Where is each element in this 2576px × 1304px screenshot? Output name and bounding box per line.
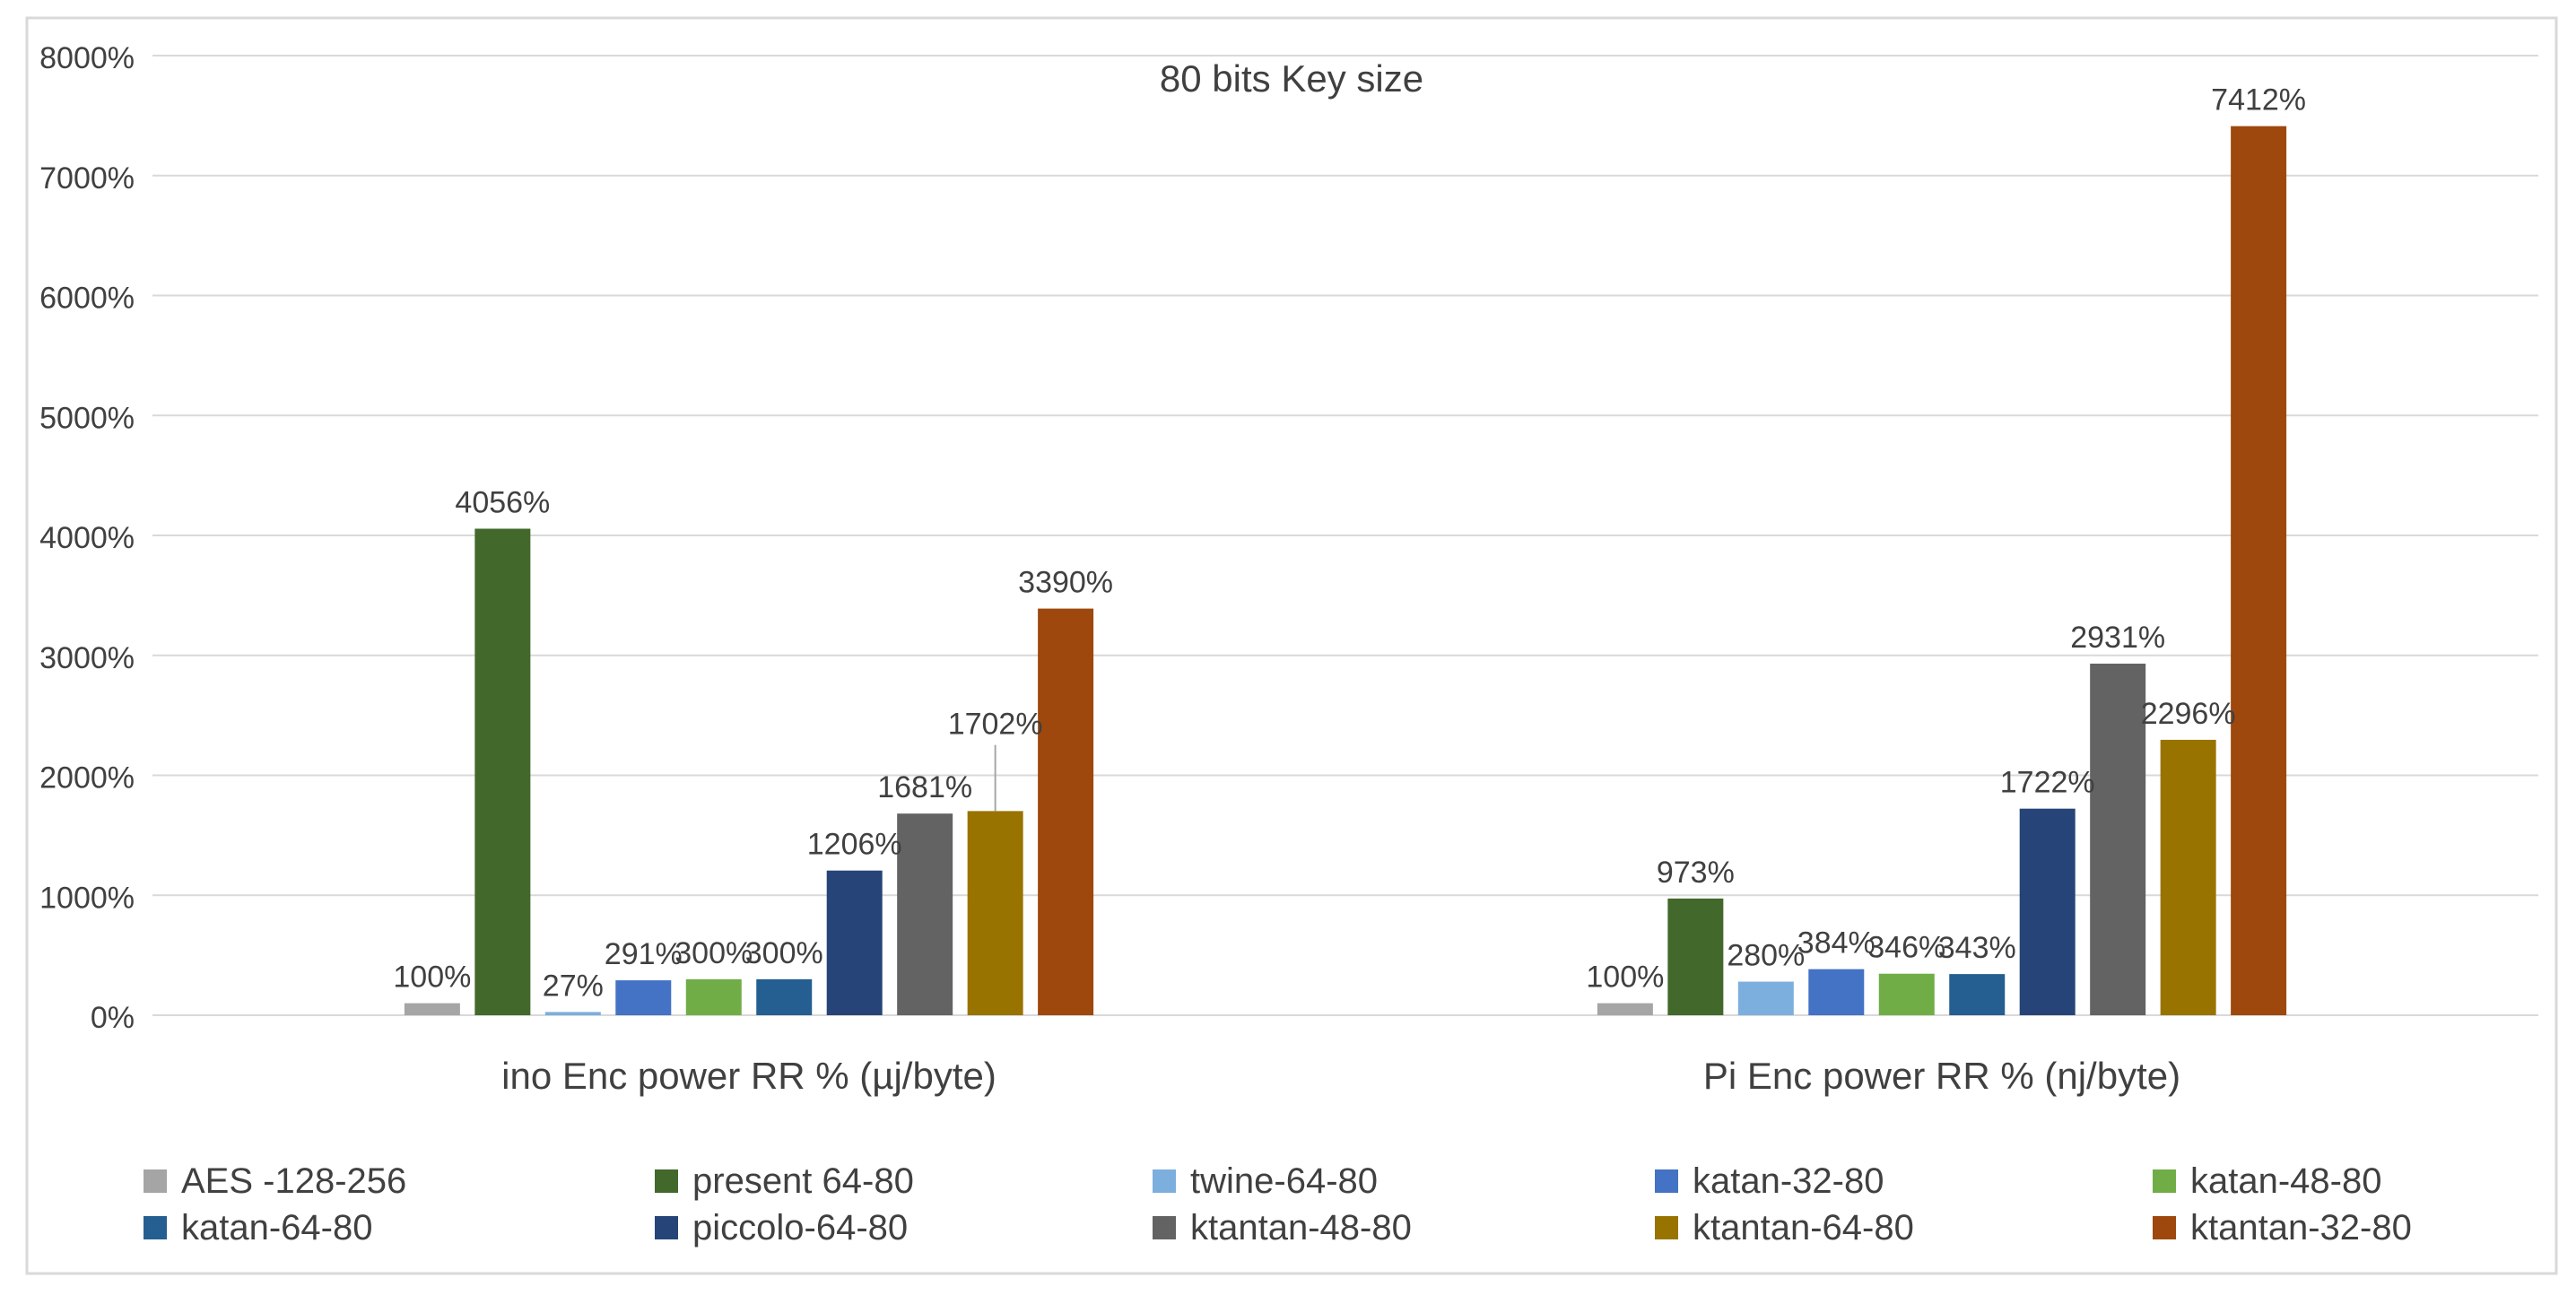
legend-swatch	[2153, 1216, 2176, 1239]
bar	[1878, 973, 1935, 1015]
bar	[756, 978, 813, 1015]
data-label: 1702%	[948, 708, 1043, 742]
legend-item: katan-64-80	[144, 1208, 372, 1247]
data-label: 100%	[393, 961, 471, 995]
bar	[1667, 898, 1724, 1015]
bar	[685, 978, 742, 1015]
y-tick-label: 8000%	[39, 41, 135, 75]
bar	[1808, 969, 1865, 1015]
legend: AES -128-256 present 64-80 twine-64-80 kata…	[144, 1161, 2412, 1247]
bars	[404, 126, 2287, 1015]
data-label: 346%	[1867, 931, 1945, 965]
legend-label: ktantan-64-80	[1693, 1208, 1914, 1247]
legend-swatch	[2153, 1169, 2176, 1193]
legend-item: twine-64-80	[1153, 1161, 1378, 1201]
legend-swatch	[144, 1216, 167, 1239]
bar	[826, 870, 883, 1015]
bar	[2231, 126, 2287, 1015]
legend-swatch	[1153, 1169, 1176, 1193]
data-label: 27%	[543, 969, 604, 1003]
bar	[404, 1003, 460, 1015]
legend-item: katan-48-80	[2153, 1161, 2381, 1201]
bar	[1597, 1003, 1653, 1015]
bar	[615, 980, 672, 1015]
category-label: Pi Enc power RR % (nj/byte)	[1703, 1055, 2180, 1097]
legend-label: ktantan-32-80	[2190, 1208, 2412, 1247]
chart-title: 80 bits Key size	[1160, 57, 1423, 100]
bar	[2090, 663, 2146, 1015]
data-label: 2931%	[2070, 621, 2165, 655]
legend-item: katan-32-80	[1655, 1161, 1884, 1201]
data-label: 384%	[1797, 926, 1875, 961]
legend-item: ktantan-32-80	[2153, 1208, 2412, 1247]
legend-item: present 64-80	[655, 1161, 914, 1201]
legend-label: AES -128-256	[181, 1161, 406, 1201]
data-label: 291%	[605, 937, 683, 971]
bar	[1949, 974, 2006, 1015]
data-label: 1206%	[807, 828, 902, 862]
data-label: 1722%	[2000, 766, 2095, 800]
legend-label: katan-64-80	[181, 1208, 372, 1247]
data-label: 4056%	[455, 486, 550, 520]
data-label: 2296%	[2141, 697, 2236, 731]
data-label: 7412%	[2211, 83, 2306, 117]
bar	[544, 1012, 601, 1015]
category-label: ino Enc power RR % (µj/byte)	[501, 1055, 996, 1097]
legend-label: katan-48-80	[2190, 1161, 2381, 1201]
legend-item: piccolo-64-80	[655, 1208, 908, 1247]
y-tick-label: 3000%	[39, 641, 135, 675]
legend-item: ktantan-48-80	[1153, 1208, 1412, 1247]
bar	[1737, 981, 1794, 1015]
y-tick-label: 1000%	[39, 881, 135, 915]
legend-label: present 64-80	[692, 1161, 914, 1201]
legend-label: twine-64-80	[1190, 1161, 1378, 1201]
data-label: 100%	[1586, 961, 1664, 995]
legend-label: katan-32-80	[1693, 1161, 1884, 1201]
data-label: 343%	[1938, 931, 2016, 965]
legend-swatch	[144, 1169, 167, 1193]
y-tick-label: 4000%	[39, 521, 135, 555]
bar	[967, 811, 1023, 1015]
bar	[474, 528, 531, 1015]
bar	[2019, 808, 2076, 1015]
bar	[2160, 739, 2216, 1015]
legend-swatch	[1655, 1216, 1678, 1239]
data-label: 973%	[1657, 856, 1735, 890]
category-labels: ino Enc power RR % (µj/byte) Pi Enc power…	[501, 1055, 2180, 1097]
y-tick-label: 5000%	[39, 401, 135, 435]
data-label: 300%	[745, 936, 823, 970]
data-label: 3390%	[1018, 566, 1113, 600]
legend-item: AES -128-256	[144, 1161, 406, 1201]
legend-label: ktantan-48-80	[1190, 1208, 1412, 1247]
y-tick-label: 7000%	[39, 161, 135, 196]
data-labels: 100%4056%27%291%300%300%1206%1681%1702%3…	[393, 83, 2306, 1004]
data-label: 300%	[674, 936, 753, 970]
bar	[1038, 608, 1094, 1015]
legend-swatch	[1655, 1169, 1678, 1193]
y-tick-label: 0%	[91, 1001, 135, 1035]
chart-border	[25, 16, 2558, 1275]
y-tick-label: 6000%	[39, 282, 135, 316]
data-label: 280%	[1727, 939, 1805, 973]
data-label: 1681%	[877, 770, 972, 804]
legend-label: piccolo-64-80	[692, 1208, 908, 1247]
legend-item: ktantan-64-80	[1655, 1208, 1914, 1247]
bar	[897, 813, 953, 1015]
legend-swatch	[655, 1169, 678, 1193]
legend-swatch	[1153, 1216, 1176, 1239]
y-axis-tick-labels: 0% 1000% 2000% 3000% 4000% 5000% 6000% 7000% 800…	[39, 41, 135, 1035]
y-tick-label: 2000%	[39, 761, 135, 795]
legend-swatch	[655, 1216, 678, 1239]
